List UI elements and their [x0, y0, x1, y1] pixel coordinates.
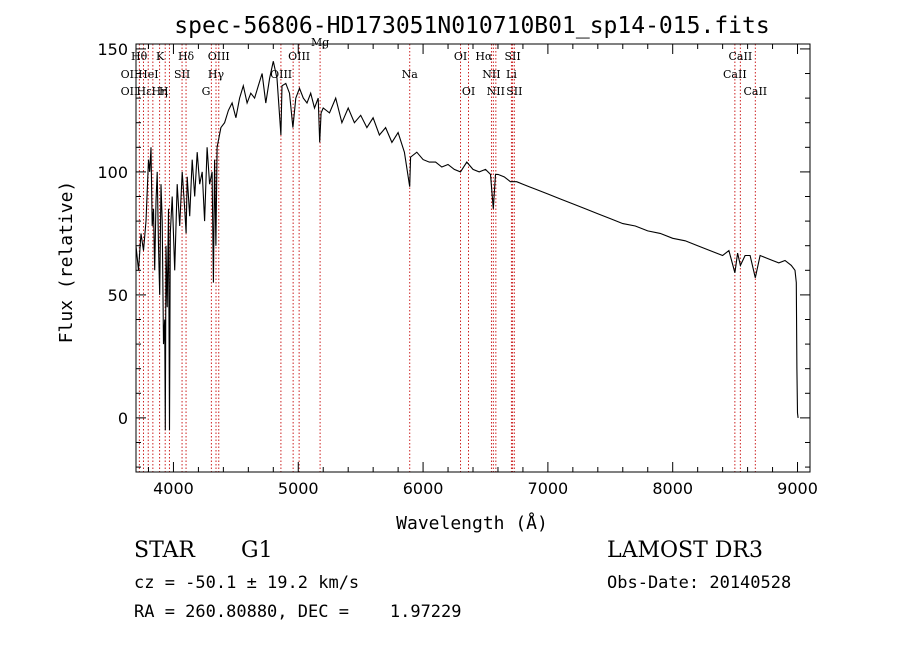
y-axis-label: Flux (relative) [56, 181, 77, 344]
marker-label-3: Hε [137, 85, 153, 98]
marker-label-9: Hδ [178, 50, 195, 63]
marker-label-6: K [156, 50, 165, 63]
marker-label-14: OIII [288, 50, 310, 63]
marker-label-13: OIII [270, 68, 292, 81]
x-tick-label-4: 8000 [652, 479, 693, 498]
marker-label-12: OIII [208, 50, 230, 63]
obs-date: Obs-Date: 20140528 [607, 573, 792, 593]
marker-label-8: SII [174, 68, 190, 81]
marker-label-20: NII [482, 68, 500, 81]
object-subclass: G1 [241, 538, 273, 563]
marker-label-1: OII [121, 68, 139, 81]
x-axis-label: Wavelength (Å) [396, 512, 548, 534]
marker-label-16: Na [402, 68, 419, 81]
marker-label-23: Li [506, 68, 517, 81]
coordinates-readout: RA = 260.80880, DEC = 1.97229 [134, 602, 462, 622]
emission-line-markers [138, 44, 756, 472]
x-axis-ticks: 4000 5000 6000 7000 8000 9000 [147, 44, 818, 498]
y-tick-label-2: 100 [97, 163, 128, 182]
marker-label-7: H [159, 85, 169, 98]
marker-label-5: HeI [138, 68, 158, 81]
marker-label-0: Hθ [131, 50, 148, 63]
marker-label-24: SII [506, 85, 522, 98]
chart-title: spec-56806-HD173051N010710B01_sp14-015.f… [174, 13, 769, 39]
x-tick-label-0: 4000 [153, 479, 194, 498]
marker-label-26: CaII [729, 50, 753, 63]
marker-label-2: OII [121, 85, 139, 98]
y-axis-ticks: 0 50 100 150 [97, 40, 810, 468]
plot-frame [135, 43, 811, 473]
marker-label-17: OI [454, 50, 467, 63]
marker-label-19: Hα [475, 50, 493, 63]
y-tick-label-3: 150 [97, 40, 128, 59]
y-tick-label-1: 50 [108, 286, 128, 305]
marker-label-10: G [202, 85, 211, 98]
spectrum-line [135, 61, 799, 431]
marker-label-4: Hη [151, 85, 167, 98]
redshift-readout: cz = -50.1 ± 19.2 km/s [134, 573, 360, 593]
y-tick-label-0: 0 [118, 409, 128, 428]
marker-label-22: SII [504, 50, 520, 63]
marker-label-18: OI [462, 85, 475, 98]
x-tick-label-5: 9000 [777, 479, 818, 498]
x-tick-label-3: 7000 [528, 479, 569, 498]
survey-name: LAMOST DR3 [607, 538, 763, 563]
x-tick-label-2: 6000 [403, 479, 444, 498]
marker-label-21: NII [487, 85, 505, 98]
marker-label-15: Mg [311, 36, 329, 49]
marker-label-27: CaII [743, 85, 767, 98]
marker-label-11: Hγ [208, 68, 225, 81]
marker-label-25: CaII [723, 68, 747, 81]
object-type: STAR [134, 538, 195, 563]
x-tick-label-1: 5000 [278, 479, 319, 498]
